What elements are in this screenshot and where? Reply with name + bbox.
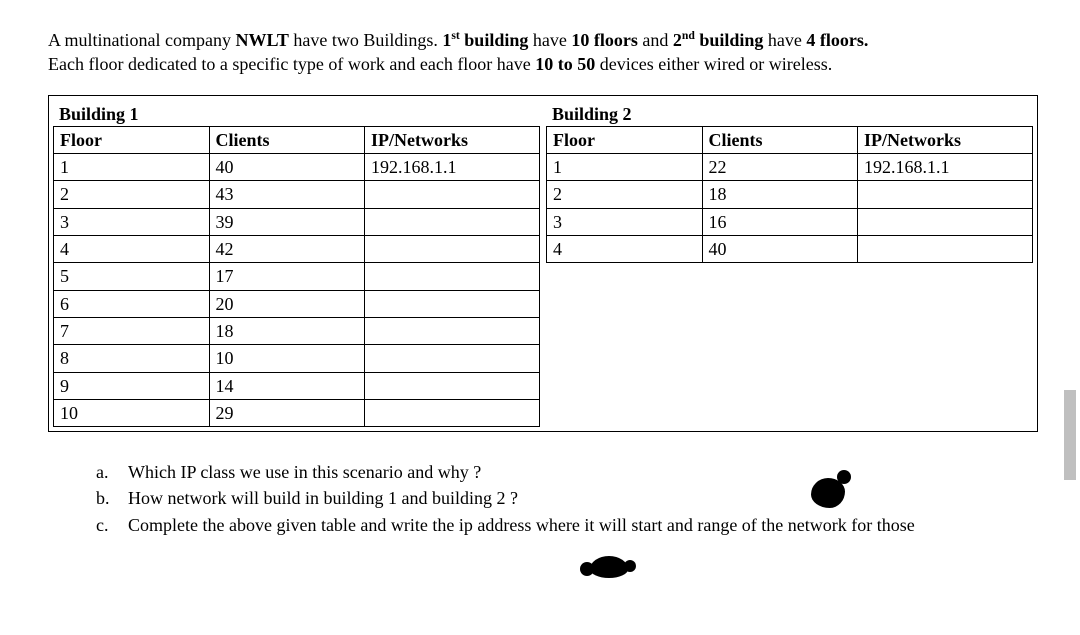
cell-clients: 17 (209, 263, 365, 290)
cell-ip (365, 181, 540, 208)
table-header-row: Floor Clients IP/Networks (547, 126, 1033, 153)
cell-clients: 22 (702, 154, 858, 181)
intro-text: have two Buildings. (289, 30, 443, 50)
intro-text: devices either wired or wireless. (595, 54, 832, 74)
cell-clients: 42 (209, 236, 365, 263)
cell-clients: 39 (209, 208, 365, 235)
table-row: 1029 (54, 399, 540, 426)
cell-ip (365, 345, 540, 372)
table-header-row: Floor Clients IP/Networks (54, 126, 540, 153)
cell-floor: 9 (54, 372, 210, 399)
cell-floor: 2 (547, 181, 703, 208)
table-row: 810 (54, 345, 540, 372)
cell-clients: 20 (209, 290, 365, 317)
table-row: 316 (547, 208, 1033, 235)
building1-table: Floor Clients IP/Networks 140192.168.1.1… (53, 126, 540, 427)
cell-ip (365, 208, 540, 235)
question-label: a. (96, 460, 118, 484)
header-clients: Clients (209, 126, 365, 153)
building2-title: Building 2 (546, 100, 1033, 126)
intro-text: Each floor dedicated to a specific type … (48, 54, 535, 74)
intro-text: and (638, 30, 673, 50)
table-row: 442 (54, 236, 540, 263)
table-row: 218 (547, 181, 1033, 208)
intro-text: A multinational company (48, 30, 235, 50)
cell-clients: 40 (702, 236, 858, 263)
table-row: 517 (54, 263, 540, 290)
header-clients: Clients (702, 126, 858, 153)
building2-ordinal: 2nd building (673, 30, 764, 50)
cell-ip (858, 236, 1033, 263)
building1-ordinal: 1st building (442, 30, 528, 50)
cell-clients: 10 (209, 345, 365, 372)
building2-table: Floor Clients IP/Networks 122192.168.1.1… (546, 126, 1033, 263)
question-text: Complete the above given table and write… (128, 513, 1040, 537)
question-label: c. (96, 513, 118, 537)
table-row: 440 (547, 236, 1033, 263)
header-floor: Floor (547, 126, 703, 153)
tables-container: Building 1 Floor Clients IP/Networks 140… (48, 95, 1038, 433)
building1-title: Building 1 (53, 100, 540, 126)
cell-ip: 192.168.1.1 (858, 154, 1033, 181)
cell-floor: 3 (54, 208, 210, 235)
ink-blob-icon (590, 556, 628, 578)
cell-ip (365, 317, 540, 344)
cell-floor: 7 (54, 317, 210, 344)
header-floor: Floor (54, 126, 210, 153)
company-name: NWLT (235, 30, 288, 50)
table-row: 243 (54, 181, 540, 208)
question-label: b. (96, 486, 118, 510)
cell-clients: 43 (209, 181, 365, 208)
cell-clients: 14 (209, 372, 365, 399)
cell-clients: 18 (702, 181, 858, 208)
building1-floors: 10 floors (571, 30, 638, 50)
cell-floor: 4 (547, 236, 703, 263)
cell-clients: 40 (209, 154, 365, 181)
cell-floor: 1 (547, 154, 703, 181)
table-row: 339 (54, 208, 540, 235)
question-c: c. Complete the above given table and wr… (96, 513, 1040, 537)
cell-ip (858, 208, 1033, 235)
cell-ip (365, 399, 540, 426)
table-row: 620 (54, 290, 540, 317)
question-text: Which IP class we use in this scenario a… (128, 460, 1040, 484)
building1-column: Building 1 Floor Clients IP/Networks 140… (53, 100, 540, 428)
cell-floor: 6 (54, 290, 210, 317)
intro-text: have (763, 30, 806, 50)
cell-clients: 29 (209, 399, 365, 426)
cell-clients: 18 (209, 317, 365, 344)
table-row: 122192.168.1.1 (547, 154, 1033, 181)
table-row: 914 (54, 372, 540, 399)
cell-floor: 4 (54, 236, 210, 263)
table-row: 140192.168.1.1 (54, 154, 540, 181)
cell-floor: 10 (54, 399, 210, 426)
scrollbar-thumb[interactable] (1064, 390, 1076, 480)
cell-floor: 5 (54, 263, 210, 290)
building2-floors: 4 floors. (806, 30, 868, 50)
cell-ip: 192.168.1.1 (365, 154, 540, 181)
cell-floor: 1 (54, 154, 210, 181)
question-text: How network will build in building 1 and… (128, 486, 1040, 510)
intro-text: have (528, 30, 571, 50)
cell-floor: 8 (54, 345, 210, 372)
questions-list: a. Which IP class we use in this scenari… (48, 460, 1040, 537)
cell-ip (365, 372, 540, 399)
problem-statement: A multinational company NWLT have two Bu… (48, 28, 1040, 77)
header-ip: IP/Networks (365, 126, 540, 153)
cell-ip (365, 263, 540, 290)
table-row: 718 (54, 317, 540, 344)
cell-clients: 16 (702, 208, 858, 235)
cell-ip (365, 290, 540, 317)
building2-column: Building 2 Floor Clients IP/Networks 122… (546, 100, 1033, 264)
cell-ip (858, 181, 1033, 208)
cell-ip (365, 236, 540, 263)
question-b: b. How network will build in building 1 … (96, 486, 1040, 510)
question-a: a. Which IP class we use in this scenari… (96, 460, 1040, 484)
header-ip: IP/Networks (858, 126, 1033, 153)
cell-floor: 2 (54, 181, 210, 208)
cell-floor: 3 (547, 208, 703, 235)
device-range: 10 to 50 (535, 54, 595, 74)
